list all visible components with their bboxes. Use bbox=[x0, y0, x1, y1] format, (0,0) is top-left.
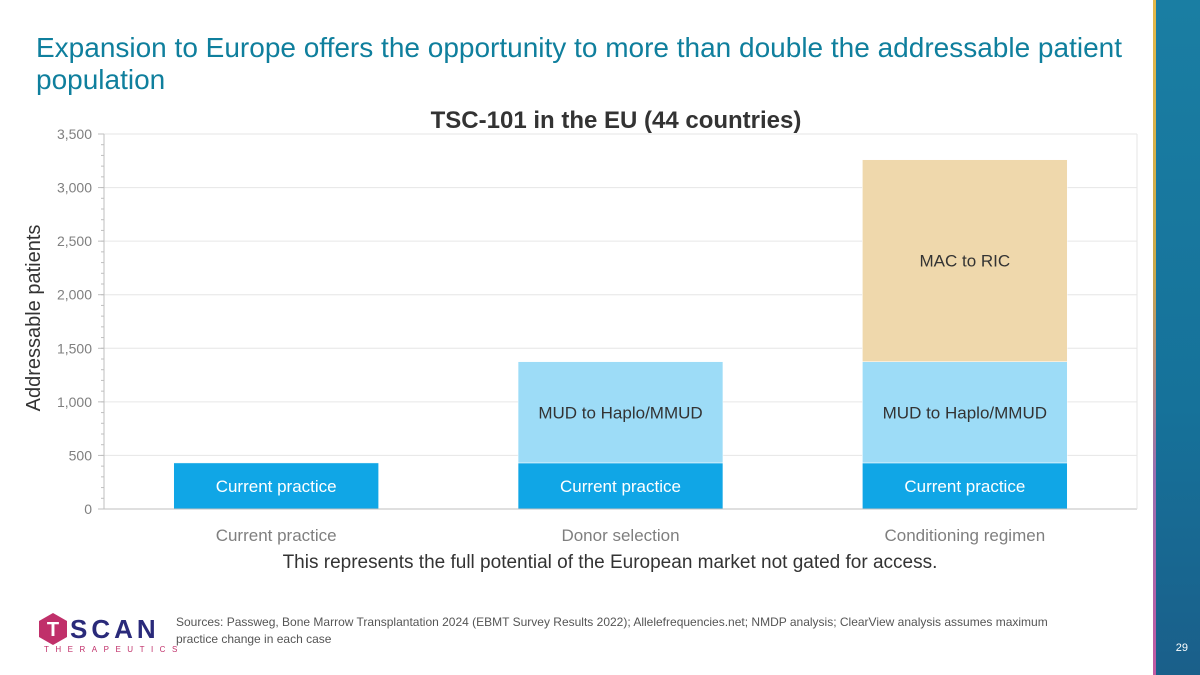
bar-segment-label: Current practice bbox=[216, 477, 337, 496]
side-bar: 29 bbox=[1156, 0, 1200, 675]
slide-title: Expansion to Europe offers the opportuni… bbox=[36, 32, 1122, 95]
page-number: 29 bbox=[1175, 642, 1188, 654]
y-tick-label: 3,500 bbox=[57, 126, 92, 142]
bar-segment bbox=[862, 159, 1068, 362]
bar-segment bbox=[517, 361, 724, 464]
bar-segment-label: MUD to Haplo/MMUD bbox=[883, 403, 1047, 422]
y-tick-label: 1,500 bbox=[57, 340, 92, 356]
hexagon-logo-icon: T bbox=[39, 613, 67, 645]
y-tick-label: 1,000 bbox=[57, 394, 92, 410]
bar-segment bbox=[862, 361, 1068, 464]
y-tick-label: 0 bbox=[84, 501, 92, 517]
x-category-label: Current practice bbox=[216, 526, 337, 545]
bar-segment bbox=[517, 462, 724, 510]
bars: Current practice Current practice MUD to H… bbox=[173, 159, 1068, 510]
stacked-bar-chart: TSC-101 in the EU (44 countries) Address… bbox=[23, 107, 1138, 545]
y-tick-label: 3,000 bbox=[57, 180, 92, 196]
logo-subtitle: THERAPEUTICS bbox=[44, 645, 184, 654]
x-category-label: Donor selection bbox=[561, 526, 679, 545]
bar-segment-label: MAC to RIC bbox=[919, 252, 1010, 271]
y-axis-label: Addressable patients bbox=[23, 225, 45, 412]
bar-segment-label: MUD to Haplo/MMUD bbox=[538, 403, 702, 422]
category-labels: Current practice Donor selection Condition… bbox=[216, 526, 1045, 545]
accent-line bbox=[1153, 0, 1156, 675]
x-category-label: Conditioning regimen bbox=[885, 526, 1046, 545]
chart-title: TSC-101 in the EU (44 countries) bbox=[431, 107, 802, 134]
logo-wordmark: SCAN bbox=[70, 614, 160, 644]
bar-segment-label: Current practice bbox=[904, 477, 1025, 496]
bar-segment bbox=[173, 462, 379, 510]
tscan-logo: T SCAN THERAPEUTICS bbox=[36, 612, 177, 656]
logo-letter: T bbox=[47, 619, 59, 641]
y-axis: 0 500 1,000 1,500 2,000 2,500 3,000 3,500 bbox=[57, 126, 1138, 517]
y-tick-label: 2,000 bbox=[57, 287, 92, 303]
y-tick-label: 500 bbox=[69, 447, 93, 463]
bar-segment-label: Current practice bbox=[560, 477, 681, 496]
y-tick-label: 2,500 bbox=[57, 233, 92, 249]
sources-note: Sources: Passweg, Bone Marrow Transplant… bbox=[176, 615, 1048, 646]
chart-caption: This represents the full potential of th… bbox=[282, 552, 938, 573]
